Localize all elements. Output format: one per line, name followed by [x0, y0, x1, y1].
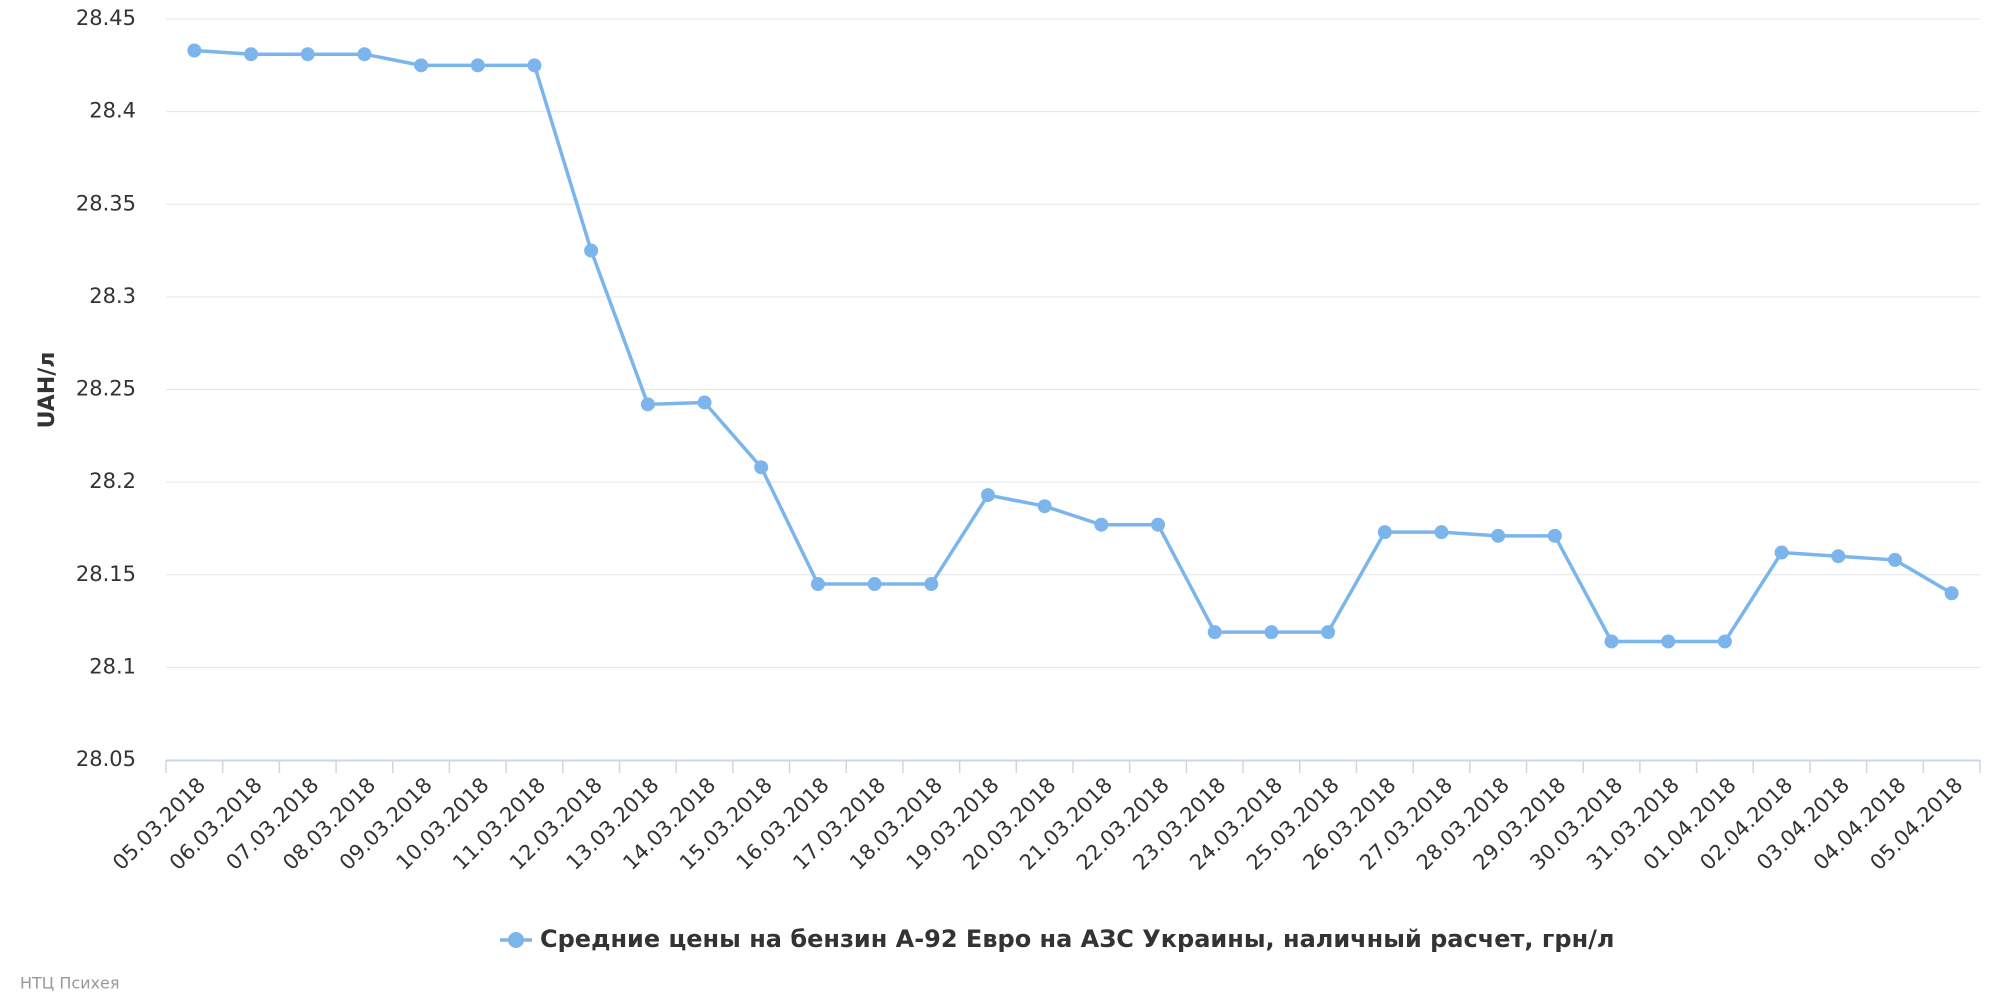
data-point [357, 47, 372, 62]
data-point [1717, 634, 1732, 649]
data-point [1207, 625, 1222, 640]
data-point [1151, 517, 1166, 532]
data-point [584, 243, 599, 258]
data-point [924, 577, 939, 592]
y-tick-label: 28.2 [89, 469, 136, 493]
data-point [1377, 525, 1392, 540]
data-point [1831, 549, 1846, 564]
data-point [1774, 545, 1789, 560]
data-point [697, 395, 712, 410]
data-point [980, 488, 995, 503]
series-line [194, 48, 1953, 644]
data-point [1037, 499, 1052, 514]
data-point [187, 43, 202, 58]
data-point [1604, 634, 1619, 649]
y-tick-label: 28.15 [76, 562, 136, 586]
data-point [867, 577, 882, 592]
data-point [754, 460, 769, 475]
legend-label: Средние цены на бензин А-92 Евро на АЗС … [540, 925, 1615, 953]
data-point [1434, 525, 1449, 540]
data-point [1887, 552, 1902, 567]
data-point [470, 58, 485, 73]
data-point [640, 397, 655, 412]
credits: НТЦ Психея [20, 974, 119, 993]
y-tick-label: 28.05 [76, 747, 136, 771]
data-point [1491, 528, 1506, 543]
data-point [810, 577, 825, 592]
y-tick-label: 28.3 [89, 284, 136, 308]
y-axis-title: UAH/л [35, 352, 60, 429]
data-point [1094, 517, 1109, 532]
y-tick-label: 28.45 [76, 6, 136, 30]
data-point [1944, 586, 1959, 601]
data-point [1264, 625, 1279, 640]
legend-marker [508, 932, 524, 948]
data-point [527, 58, 542, 73]
data-point [300, 47, 315, 62]
data-point [414, 58, 429, 73]
y-tick-label: 28.25 [76, 377, 136, 401]
y-tick-label: 28.1 [89, 654, 136, 678]
data-point [1321, 625, 1336, 640]
y-tick-label: 28.35 [76, 191, 136, 215]
data-point [244, 47, 259, 62]
data-point [1661, 634, 1676, 649]
y-tick-label: 28.4 [89, 99, 136, 123]
data-point [1547, 528, 1562, 543]
